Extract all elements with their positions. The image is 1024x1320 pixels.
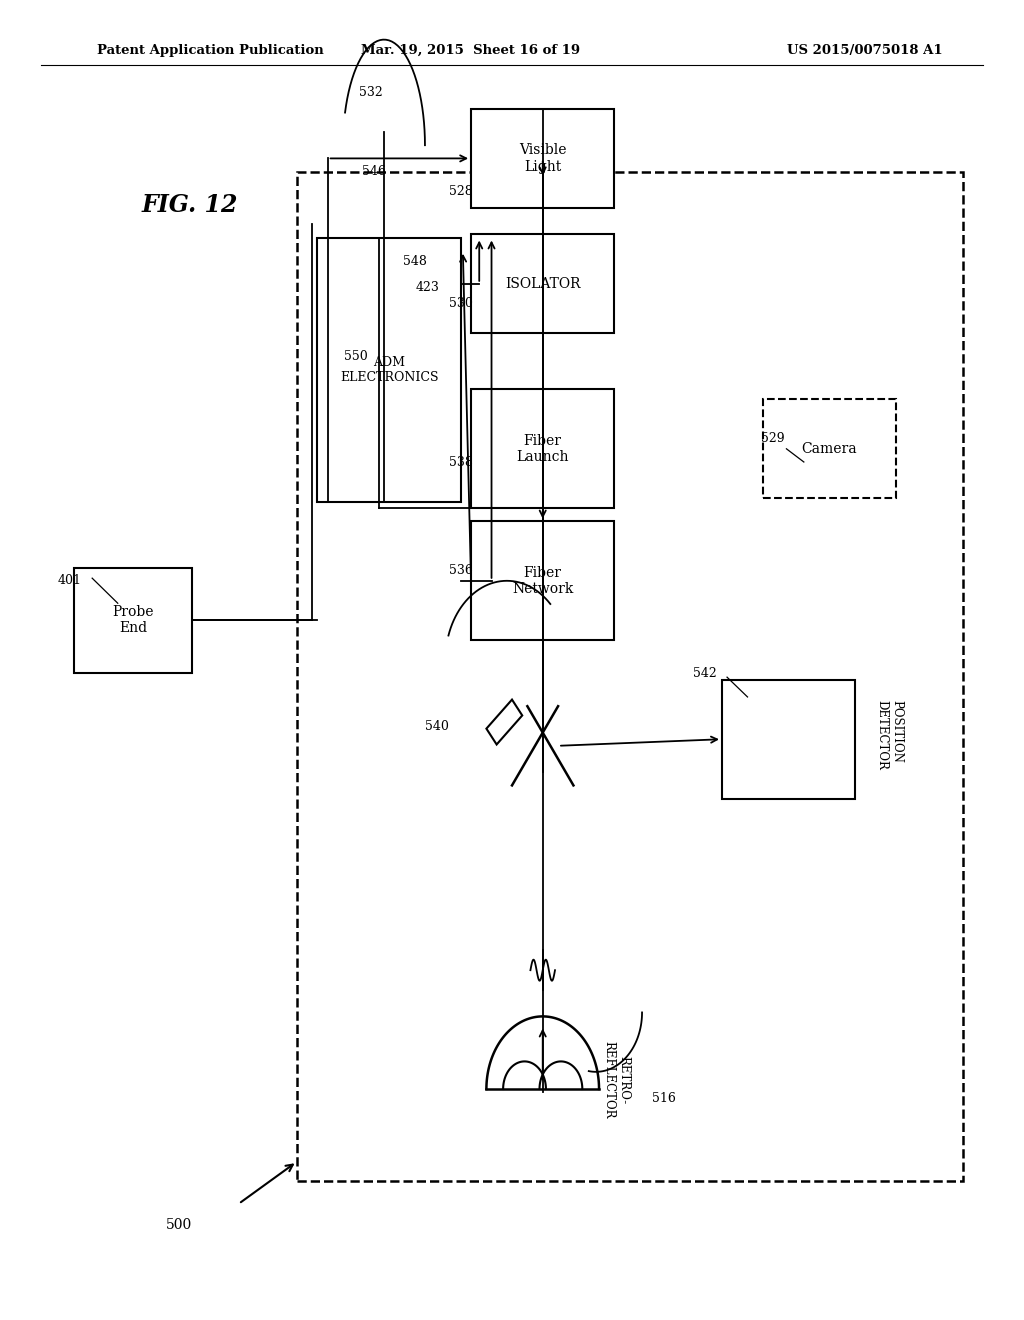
Text: Fiber
Network: Fiber Network bbox=[512, 566, 573, 595]
Bar bbox=[75, 568, 193, 673]
Text: Fiber
Launch: Fiber Launch bbox=[516, 434, 569, 463]
Bar bbox=[471, 521, 614, 640]
Text: 528: 528 bbox=[449, 185, 473, 198]
Text: 532: 532 bbox=[358, 86, 383, 99]
Text: POSITION
DETECTOR: POSITION DETECTOR bbox=[876, 701, 903, 770]
Bar bbox=[297, 172, 963, 1181]
Text: Mar. 19, 2015  Sheet 16 of 19: Mar. 19, 2015 Sheet 16 of 19 bbox=[361, 44, 581, 57]
Text: 538: 538 bbox=[449, 455, 473, 469]
Text: ADM
ELECTRONICS: ADM ELECTRONICS bbox=[340, 355, 438, 384]
Text: 530: 530 bbox=[449, 297, 473, 310]
Text: 546: 546 bbox=[361, 165, 386, 178]
Text: Probe
End: Probe End bbox=[113, 606, 154, 635]
Text: US 2015/0075018 A1: US 2015/0075018 A1 bbox=[787, 44, 943, 57]
Bar bbox=[763, 399, 896, 498]
Text: 548: 548 bbox=[402, 255, 427, 268]
Text: 500: 500 bbox=[166, 1218, 193, 1232]
Text: 542: 542 bbox=[692, 667, 717, 680]
Text: 401: 401 bbox=[57, 574, 82, 587]
Bar bbox=[722, 680, 855, 799]
Text: 550: 550 bbox=[344, 350, 369, 363]
Text: 423: 423 bbox=[416, 281, 440, 294]
Bar bbox=[471, 235, 614, 333]
Text: Patent Application Publication: Patent Application Publication bbox=[97, 44, 324, 57]
Text: 516: 516 bbox=[651, 1092, 676, 1105]
Text: ISOLATOR: ISOLATOR bbox=[505, 277, 581, 290]
Text: Visible
Light: Visible Light bbox=[519, 144, 566, 173]
Text: 536: 536 bbox=[449, 564, 473, 577]
Bar bbox=[471, 108, 614, 207]
Text: RETRO-
REFLECTOR: RETRO- REFLECTOR bbox=[602, 1041, 631, 1118]
Bar bbox=[471, 389, 614, 508]
Text: Camera: Camera bbox=[802, 442, 857, 455]
Text: FIG. 12: FIG. 12 bbox=[141, 193, 238, 216]
Bar bbox=[317, 238, 461, 502]
Polygon shape bbox=[486, 700, 522, 744]
Text: 540: 540 bbox=[425, 719, 450, 733]
Text: 529: 529 bbox=[761, 432, 785, 445]
